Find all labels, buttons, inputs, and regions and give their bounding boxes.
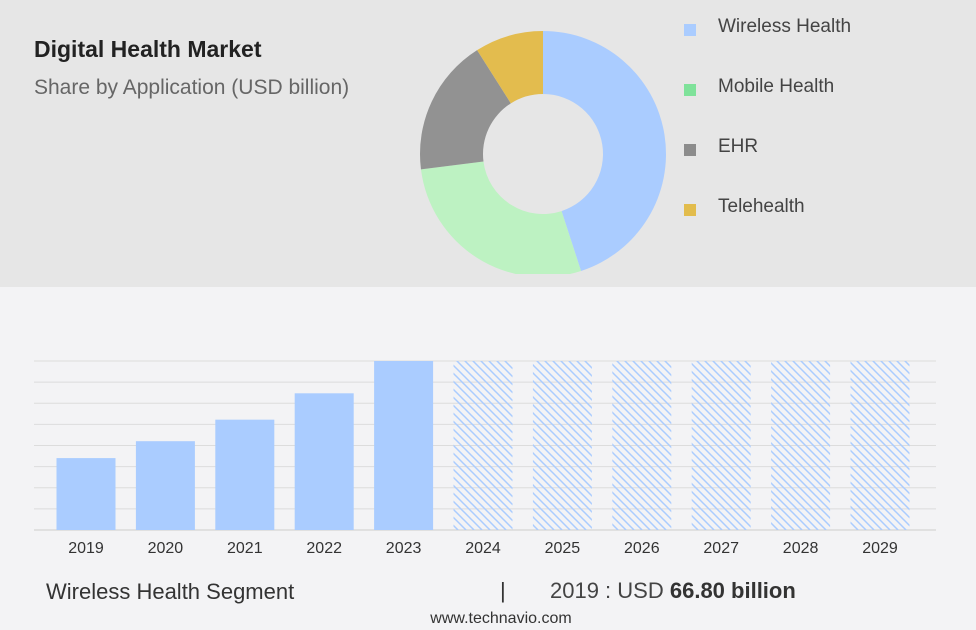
legend-swatch: [684, 144, 696, 156]
forecast-bar-2026: [612, 361, 672, 530]
bar-2023: [374, 361, 434, 530]
donut-slice-mobile-health: [420, 161, 582, 274]
x-tick-label: 2025: [545, 540, 581, 557]
x-tick-label: 2021: [227, 540, 263, 557]
bar-2019: [56, 458, 116, 530]
legend-label: Mobile Health: [718, 76, 835, 97]
x-tick-label: 2027: [703, 540, 739, 557]
bar-chart: 2019 2020 2021 2022 2023 2024 2025 2026 2027 2028…: [34, 360, 936, 557]
forecast-bar-2028: [771, 361, 831, 530]
footer-separator: |: [500, 578, 506, 603]
forecast-bar-2025: [532, 361, 592, 530]
bar-2020: [135, 441, 195, 530]
x-tick-label: 2028: [783, 540, 819, 557]
segment-label: Wireless Health Segment: [46, 579, 295, 604]
bar-2021: [215, 419, 275, 530]
legend-label: EHR: [718, 136, 759, 157]
legend-swatch: [684, 24, 696, 36]
x-tick-label: 2023: [386, 540, 422, 557]
forecast-bar-2024: [453, 361, 513, 530]
segment-value-prefix: 2019 : USD: [550, 578, 664, 603]
legend-label: Telehealth: [718, 196, 805, 217]
bar-2022: [294, 393, 354, 530]
x-tick-label: 2019: [68, 540, 104, 557]
forecast-bar-2027: [691, 361, 751, 530]
x-tick-label: 2029: [862, 540, 898, 557]
chart-subtitle: Share by Application (USD billion): [34, 76, 350, 99]
source-url[interactable]: www.technavio.com: [430, 610, 572, 627]
donut-slice-ehr: [419, 50, 511, 170]
legend-swatch: [684, 204, 696, 216]
x-tick-label: 2026: [624, 540, 660, 557]
donut-chart: [419, 31, 666, 274]
donut-slice-telehealth: [477, 31, 543, 104]
segment-value: 2019 : USD 66.80 billion: [550, 578, 796, 604]
donut-slice-wireless-health: [543, 31, 666, 271]
legend-label: Wireless Health: [718, 16, 852, 37]
legend-swatch: [684, 84, 696, 96]
forecast-bar-2029: [850, 361, 910, 530]
x-tick-label: 2022: [306, 540, 342, 557]
x-tick-label: 2020: [148, 540, 184, 557]
chart-title: Digital Health Market: [34, 36, 262, 62]
x-tick-label: 2024: [465, 540, 501, 557]
segment-value-amount: 66.80 billion: [669, 578, 796, 603]
